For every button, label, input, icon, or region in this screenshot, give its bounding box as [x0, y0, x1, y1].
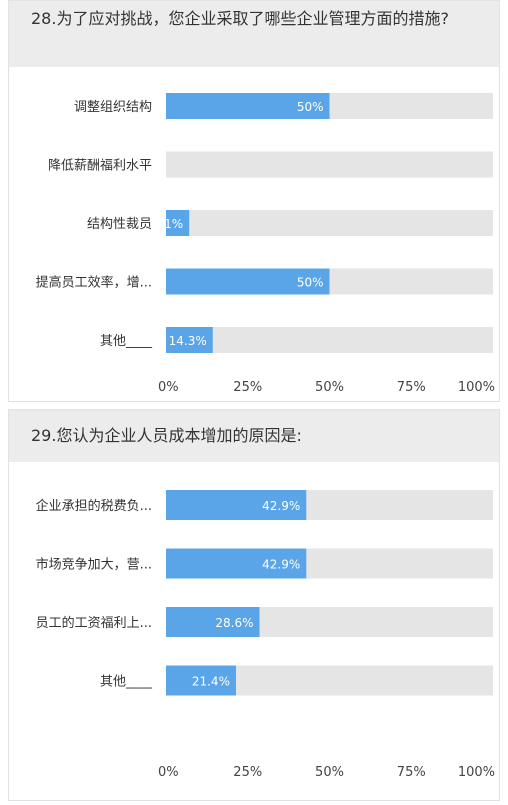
- category-label: 调整组织结构: [74, 100, 152, 115]
- x-tick-label: 100%: [458, 380, 495, 395]
- category-label: 员工的工资福利上...: [36, 615, 152, 631]
- x-tick-label: 75%: [397, 765, 426, 780]
- bar: [166, 490, 307, 520]
- bar: [166, 327, 213, 353]
- category-label: 结构性裁员: [87, 216, 152, 232]
- bar-track: [166, 210, 493, 236]
- bar: [166, 665, 236, 696]
- x-tick-label: 100%: [458, 765, 495, 780]
- x-tick-label: 50%: [315, 380, 344, 395]
- category-label: 提高员工效率，增...: [36, 275, 152, 291]
- category-label: 降低薪酬福利水平: [48, 159, 152, 174]
- x-tick-label: 25%: [233, 765, 262, 780]
- value-label: 50%: [297, 100, 324, 114]
- value-label: 7.1%: [153, 217, 184, 231]
- category-label: 企业承担的税费负...: [36, 498, 152, 514]
- x-tick-label: 0%: [158, 765, 179, 780]
- question-29-title: 29.您认为企业人员成本增加的原因是:: [9, 410, 499, 462]
- x-tick-label: 75%: [397, 380, 426, 395]
- bar-track: [166, 151, 493, 178]
- category-label: 其他____: [100, 675, 153, 690]
- x-tick-label: 0%: [158, 380, 179, 395]
- bar: [166, 93, 330, 119]
- question-28-panel: 28.为了应对挑战，您企业采取了哪些企业管理方面的措施? 调整组织结构 50% 降低…: [8, 0, 500, 402]
- x-tick-label: 25%: [233, 380, 262, 395]
- value-label: 14.3%: [169, 334, 207, 348]
- bar: [166, 210, 190, 236]
- bar: [166, 548, 307, 579]
- bar: [166, 607, 260, 637]
- category-label: 其他____: [100, 334, 153, 349]
- value-label: 42.9%: [262, 499, 300, 513]
- value-label: 42.9%: [262, 558, 300, 572]
- bar: [166, 268, 330, 295]
- value-label: 28.6%: [215, 616, 253, 630]
- question-29-bar-chart: 企业承担的税费负... 42.9% 市场竞争加大，营... 42.9% 员工的工资福利上…: [36, 490, 495, 780]
- question-29-panel: 29.您认为企业人员成本增加的原因是: 企业承担的税费负... 42.9% 市场竞争…: [8, 409, 500, 801]
- value-label: 50%: [297, 276, 324, 290]
- bar-track: [166, 327, 493, 353]
- x-tick-label: 50%: [315, 765, 344, 780]
- value-label: 21.4%: [192, 675, 230, 689]
- category-label: 市场竞争加大，营...: [36, 557, 152, 573]
- question-28-title: 28.为了应对挑战，您企业采取了哪些企业管理方面的措施?: [9, 1, 499, 67]
